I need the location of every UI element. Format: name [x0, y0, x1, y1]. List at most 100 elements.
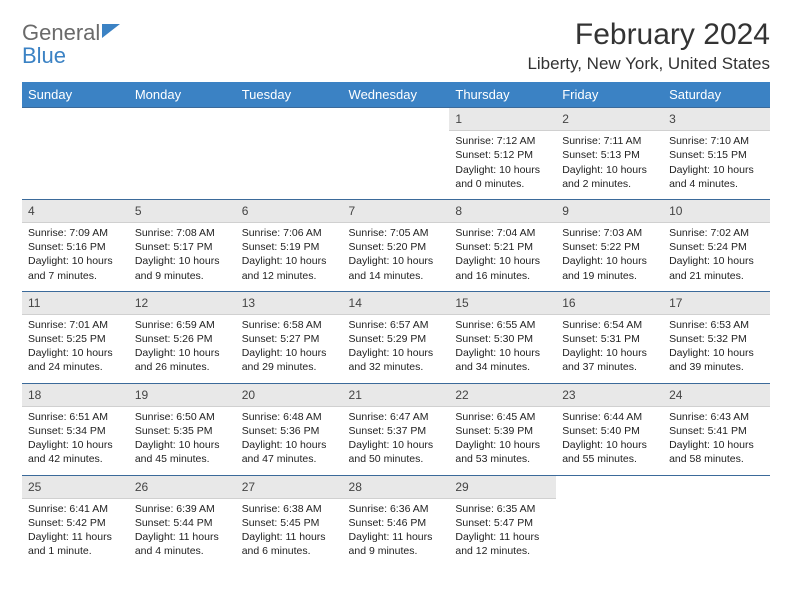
daylight-text: Daylight: 10 hours and 2 minutes. [562, 163, 657, 191]
sunrise-text: Sunrise: 6:48 AM [242, 410, 337, 424]
sunset-text: Sunset: 5:35 PM [135, 424, 230, 438]
daylight-text: Daylight: 10 hours and 32 minutes. [349, 346, 444, 374]
day-details: Sunrise: 6:44 AMSunset: 5:40 PMDaylight:… [556, 407, 663, 475]
daylight-text: Daylight: 10 hours and 39 minutes. [669, 346, 764, 374]
sunrise-text: Sunrise: 6:45 AM [455, 410, 550, 424]
day-details: Sunrise: 6:48 AMSunset: 5:36 PMDaylight:… [236, 407, 343, 475]
brand-sail-icon [102, 24, 120, 38]
daylight-text: Daylight: 10 hours and 4 minutes. [669, 163, 764, 191]
day-details: Sunrise: 7:03 AMSunset: 5:22 PMDaylight:… [556, 223, 663, 291]
day-number: 24 [663, 384, 770, 407]
month-title: February 2024 [527, 18, 770, 52]
calendar-day-cell: 17Sunrise: 6:53 AMSunset: 5:32 PMDayligh… [663, 291, 770, 383]
sunset-text: Sunset: 5:32 PM [669, 332, 764, 346]
daylight-text: Daylight: 10 hours and 9 minutes. [135, 254, 230, 282]
sunset-text: Sunset: 5:22 PM [562, 240, 657, 254]
day-number: 17 [663, 292, 770, 315]
day-of-week-cell: Monday [129, 82, 236, 108]
calendar-day-cell: 1Sunrise: 7:12 AMSunset: 5:12 PMDaylight… [449, 108, 556, 200]
brand-part2: Blue [22, 43, 66, 68]
sunrise-text: Sunrise: 7:10 AM [669, 134, 764, 148]
day-number: 28 [343, 476, 450, 499]
day-details: Sunrise: 6:54 AMSunset: 5:31 PMDaylight:… [556, 315, 663, 383]
calendar-day-cell: 3 Sunrise: 7:10 AMSunset: 5:15 PMDaylight… [663, 108, 770, 200]
day-number: 26 [129, 476, 236, 499]
day-of-week-header: SundayMondayTuesdayWednesdayThursdayFrid… [22, 82, 770, 108]
day-number: 9 [556, 200, 663, 223]
day-number: 13 [236, 292, 343, 315]
calendar-day-cell: 0 [236, 108, 343, 200]
calendar-day-cell: 9Sunrise: 7:03 AMSunset: 5:22 PMDaylight… [556, 199, 663, 291]
sunrise-text: Sunrise: 6:59 AM [135, 318, 230, 332]
day-number: 14 [343, 292, 450, 315]
sunrise-text: Sunrise: 7:01 AM [28, 318, 123, 332]
day-details: Sunrise: 7:02 AMSunset: 5:24 PMDaylight:… [663, 223, 770, 291]
calendar-day-cell: 28Sunrise: 6:36 AMSunset: 5:46 PMDayligh… [343, 475, 450, 566]
daylight-text: Daylight: 10 hours and 24 minutes. [28, 346, 123, 374]
daylight-text: Daylight: 10 hours and 14 minutes. [349, 254, 444, 282]
calendar-day-cell: 7Sunrise: 7:05 AMSunset: 5:20 PMDaylight… [343, 199, 450, 291]
sunset-text: Sunset: 5:30 PM [455, 332, 550, 346]
calendar-body: 00001Sunrise: 7:12 AMSunset: 5:12 PMDayl… [22, 108, 770, 567]
calendar-day-cell: 21Sunrise: 6:47 AMSunset: 5:37 PMDayligh… [343, 383, 450, 475]
daylight-text: Daylight: 10 hours and 34 minutes. [455, 346, 550, 374]
calendar-day-cell: 8Sunrise: 7:04 AMSunset: 5:21 PMDaylight… [449, 199, 556, 291]
calendar-day-cell: 25Sunrise: 6:41 AMSunset: 5:42 PMDayligh… [22, 475, 129, 566]
calendar-day-cell: 14Sunrise: 6:57 AMSunset: 5:29 PMDayligh… [343, 291, 450, 383]
daylight-text: Daylight: 10 hours and 7 minutes. [28, 254, 123, 282]
sunrise-text: Sunrise: 6:43 AM [669, 410, 764, 424]
calendar-week-row: 00001Sunrise: 7:12 AMSunset: 5:12 PMDayl… [22, 108, 770, 200]
calendar-day-cell: 2Sunrise: 7:11 AMSunset: 5:13 PMDaylight… [556, 108, 663, 200]
day-details: Sunrise: 6:59 AMSunset: 5:26 PMDaylight:… [129, 315, 236, 383]
sunrise-text: Sunrise: 6:35 AM [455, 502, 550, 516]
day-details: Sunrise: 7:09 AMSunset: 5:16 PMDaylight:… [22, 223, 129, 291]
sunset-text: Sunset: 5:37 PM [349, 424, 444, 438]
calendar-day-cell: 13Sunrise: 6:58 AMSunset: 5:27 PMDayligh… [236, 291, 343, 383]
day-number: 4 [22, 200, 129, 223]
sunrise-text: Sunrise: 6:50 AM [135, 410, 230, 424]
day-details: Sunrise: 6:36 AMSunset: 5:46 PMDaylight:… [343, 499, 450, 567]
day-number: 7 [343, 200, 450, 223]
daylight-text: Daylight: 11 hours and 12 minutes. [455, 530, 550, 558]
sunrise-text: Sunrise: 7:09 AM [28, 226, 123, 240]
daylight-text: Daylight: 10 hours and 21 minutes. [669, 254, 764, 282]
day-details: Sunrise: 7:04 AMSunset: 5:21 PMDaylight:… [449, 223, 556, 291]
day-of-week-cell: Friday [556, 82, 663, 108]
day-number: 19 [129, 384, 236, 407]
calendar-week-row: 11Sunrise: 7:01 AMSunset: 5:25 PMDayligh… [22, 291, 770, 383]
daylight-text: Daylight: 11 hours and 9 minutes. [349, 530, 444, 558]
calendar-day-cell: 0 [663, 475, 770, 566]
day-number: 8 [449, 200, 556, 223]
sunset-text: Sunset: 5:17 PM [135, 240, 230, 254]
daylight-text: Daylight: 10 hours and 53 minutes. [455, 438, 550, 466]
sunset-text: Sunset: 5:19 PM [242, 240, 337, 254]
day-number: 1 [449, 108, 556, 131]
day-details: Sunrise: 6:51 AMSunset: 5:34 PMDaylight:… [22, 407, 129, 475]
sunset-text: Sunset: 5:15 PM [669, 148, 764, 162]
sunset-text: Sunset: 5:24 PM [669, 240, 764, 254]
day-number: 21 [343, 384, 450, 407]
daylight-text: Daylight: 10 hours and 45 minutes. [135, 438, 230, 466]
day-number: 6 [236, 200, 343, 223]
daylight-text: Daylight: 10 hours and 16 minutes. [455, 254, 550, 282]
day-details: Sunrise: 6:53 AMSunset: 5:32 PMDaylight:… [663, 315, 770, 383]
day-number: 10 [663, 200, 770, 223]
calendar-day-cell: 20Sunrise: 6:48 AMSunset: 5:36 PMDayligh… [236, 383, 343, 475]
day-details: Sunrise: 7:12 AMSunset: 5:12 PMDaylight:… [449, 131, 556, 199]
day-details: Sunrise: 7:06 AMSunset: 5:19 PMDaylight:… [236, 223, 343, 291]
daylight-text: Daylight: 10 hours and 0 minutes. [455, 163, 550, 191]
sunrise-text: Sunrise: 6:38 AM [242, 502, 337, 516]
sunset-text: Sunset: 5:27 PM [242, 332, 337, 346]
day-details: Sunrise: 6:41 AMSunset: 5:42 PMDaylight:… [22, 499, 129, 567]
day-number: 20 [236, 384, 343, 407]
daylight-text: Daylight: 10 hours and 37 minutes. [562, 346, 657, 374]
sunrise-text: Sunrise: 7:12 AM [455, 134, 550, 148]
daylight-text: Daylight: 10 hours and 50 minutes. [349, 438, 444, 466]
sunrise-text: Sunrise: 6:57 AM [349, 318, 444, 332]
day-number: 15 [449, 292, 556, 315]
daylight-text: Daylight: 10 hours and 26 minutes. [135, 346, 230, 374]
sunset-text: Sunset: 5:12 PM [455, 148, 550, 162]
day-details: Sunrise: 7:08 AMSunset: 5:17 PMDaylight:… [129, 223, 236, 291]
day-number: 3 [663, 108, 770, 131]
sunset-text: Sunset: 5:39 PM [455, 424, 550, 438]
